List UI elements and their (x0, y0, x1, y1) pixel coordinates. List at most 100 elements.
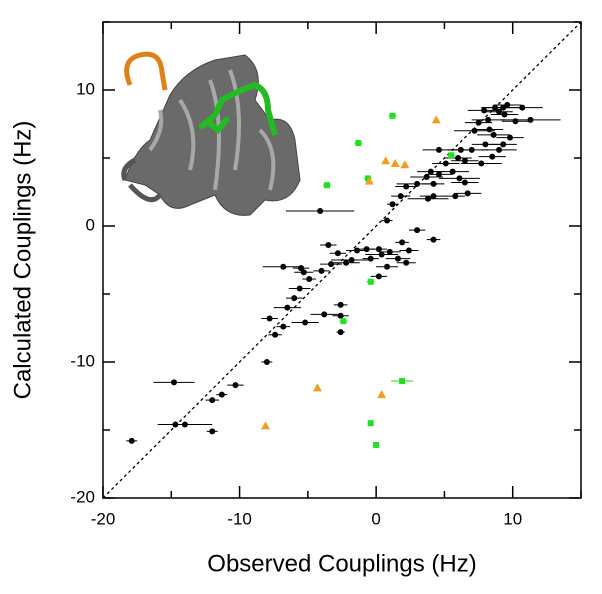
y-axis-title: Calculated Couplings (Hz) (9, 121, 36, 400)
point (475, 119, 482, 126)
point (490, 131, 497, 138)
point (400, 160, 410, 169)
point (512, 118, 519, 125)
point (209, 397, 216, 404)
point (486, 126, 493, 133)
point (394, 255, 401, 262)
point (128, 437, 135, 444)
point (430, 236, 437, 243)
y-tick-label: 10 (76, 79, 95, 98)
x-axis-title: Observed Couplings (Hz) (207, 550, 476, 577)
x-tick-label: 10 (503, 509, 522, 528)
protein-inset (121, 51, 301, 216)
point (343, 259, 350, 266)
point (449, 168, 456, 175)
point (317, 208, 324, 215)
point (296, 285, 303, 292)
point (489, 153, 496, 160)
point (414, 180, 421, 187)
point (430, 193, 437, 200)
point (427, 168, 434, 175)
point (302, 319, 309, 326)
point (461, 157, 468, 164)
point (272, 331, 279, 338)
point (355, 140, 362, 147)
point (403, 183, 410, 190)
point (501, 111, 508, 118)
point (448, 152, 455, 159)
point (425, 195, 432, 202)
point (527, 116, 534, 123)
point (209, 428, 216, 435)
plot-frame (102, 21, 582, 499)
point (284, 304, 291, 311)
point (414, 227, 421, 234)
point (442, 160, 449, 167)
point (377, 390, 387, 399)
point (328, 261, 335, 268)
x-tick-label: -20 (91, 509, 116, 528)
point (378, 251, 385, 258)
point (348, 257, 355, 263)
point (261, 421, 271, 430)
point (478, 160, 485, 167)
point (405, 247, 412, 254)
point (325, 242, 332, 249)
point (364, 176, 374, 185)
point (306, 276, 313, 283)
point (280, 263, 287, 270)
point (318, 267, 325, 274)
point (266, 315, 273, 322)
point (373, 441, 380, 448)
point (232, 382, 239, 389)
point (337, 301, 344, 308)
point (384, 217, 391, 224)
point (506, 134, 513, 141)
point (367, 420, 374, 427)
point (312, 383, 322, 392)
point (519, 104, 526, 111)
point (323, 182, 330, 189)
point (389, 201, 396, 208)
point (482, 141, 489, 148)
point (464, 190, 471, 197)
point (485, 116, 492, 123)
point (381, 156, 391, 165)
y-tick-label: -20 (70, 487, 95, 506)
point (496, 146, 503, 153)
point (367, 278, 374, 285)
point (171, 379, 178, 386)
point (455, 155, 462, 161)
point (500, 141, 507, 148)
point (390, 158, 400, 167)
point (403, 259, 410, 266)
point (384, 263, 391, 270)
point (337, 312, 344, 319)
point (218, 391, 225, 398)
point (354, 247, 361, 254)
point (367, 255, 374, 262)
point (375, 273, 382, 280)
point (496, 108, 503, 115)
point (399, 239, 406, 246)
point (456, 175, 463, 182)
point (337, 329, 344, 336)
point (363, 246, 370, 253)
point (504, 101, 511, 108)
point (386, 248, 393, 255)
point (431, 115, 441, 124)
point (375, 246, 382, 253)
point (435, 146, 442, 153)
point (340, 318, 347, 325)
point (430, 180, 437, 187)
point (471, 127, 478, 134)
point (461, 179, 468, 186)
point (334, 250, 341, 257)
point (181, 421, 188, 428)
point (423, 174, 430, 181)
point (263, 359, 270, 365)
point (435, 171, 442, 178)
point (452, 193, 459, 200)
